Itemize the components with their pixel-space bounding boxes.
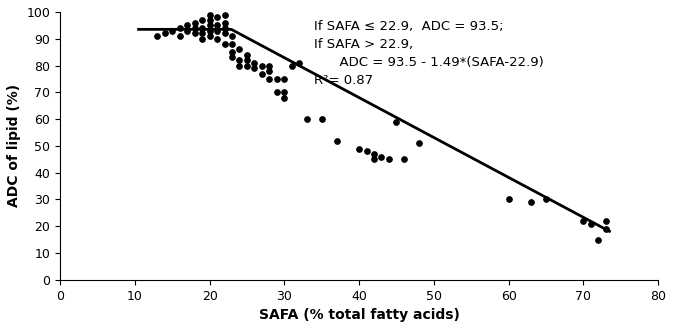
Point [586, 221, 596, 226]
Point [227, 55, 238, 60]
Point [182, 23, 192, 28]
Point [287, 63, 297, 68]
Point [354, 146, 365, 151]
Point [526, 199, 536, 205]
Point [227, 41, 238, 47]
Point [212, 36, 223, 41]
Point [160, 31, 170, 36]
Point [578, 218, 589, 223]
Point [219, 31, 230, 36]
Point [256, 71, 267, 76]
Point [398, 157, 409, 162]
Point [204, 17, 215, 23]
Point [174, 25, 185, 31]
Point [256, 63, 267, 68]
Point [279, 95, 289, 100]
Point [182, 28, 192, 33]
Point [189, 25, 200, 31]
Point [540, 197, 551, 202]
Point [204, 34, 215, 39]
X-axis label: SAFA (% total fatty acids): SAFA (% total fatty acids) [258, 308, 460, 322]
Point [331, 138, 342, 143]
Point [197, 17, 207, 23]
Point [369, 157, 380, 162]
Point [197, 31, 207, 36]
Point [384, 157, 394, 162]
Point [249, 60, 260, 65]
Point [212, 28, 223, 33]
Point [227, 34, 238, 39]
Point [204, 23, 215, 28]
Point [189, 20, 200, 25]
Point [242, 52, 252, 58]
Point [294, 60, 305, 65]
Text: If SAFA ≤ 22.9,  ADC = 93.5;
If SAFA > 22.9,
      ADC = 93.5 - 1.49*(SAFA-22.9): If SAFA ≤ 22.9, ADC = 93.5; If SAFA > 22… [314, 20, 544, 87]
Point [264, 63, 275, 68]
Point [316, 116, 327, 122]
Point [242, 63, 252, 68]
Point [503, 197, 514, 202]
Point [279, 76, 289, 82]
Point [271, 90, 282, 95]
Point [376, 154, 387, 159]
Point [167, 28, 178, 33]
Point [152, 34, 163, 39]
Point [600, 226, 611, 232]
Point [204, 12, 215, 17]
Y-axis label: ADC of lipid (%): ADC of lipid (%) [7, 84, 21, 207]
Point [227, 49, 238, 55]
Point [369, 151, 380, 157]
Point [219, 12, 230, 17]
Point [600, 218, 611, 223]
Point [197, 36, 207, 41]
Point [174, 34, 185, 39]
Point [361, 149, 372, 154]
Point [279, 90, 289, 95]
Point [197, 25, 207, 31]
Point [212, 15, 223, 20]
Point [264, 76, 275, 82]
Point [271, 76, 282, 82]
Point [219, 41, 230, 47]
Point [212, 23, 223, 28]
Point [391, 119, 402, 124]
Point [234, 47, 245, 52]
Point [189, 31, 200, 36]
Point [204, 28, 215, 33]
Point [219, 20, 230, 25]
Point [242, 58, 252, 63]
Point [264, 68, 275, 73]
Point [249, 65, 260, 71]
Point [234, 58, 245, 63]
Point [219, 25, 230, 31]
Point [413, 140, 424, 146]
Point [302, 116, 312, 122]
Point [593, 237, 604, 242]
Point [234, 63, 245, 68]
